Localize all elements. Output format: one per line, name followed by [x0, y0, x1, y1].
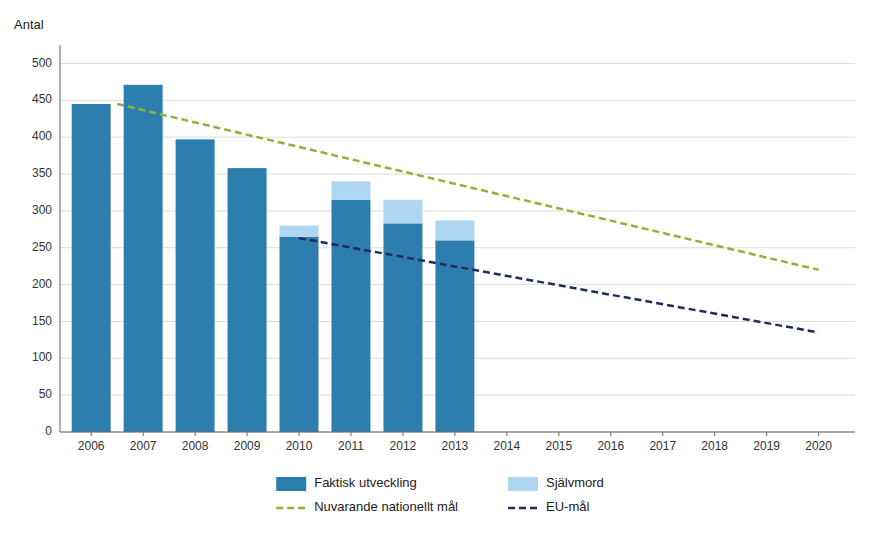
- legend-label: EU-mål: [546, 499, 589, 514]
- y-axis-label: Antal: [14, 17, 44, 32]
- y-tick-label: 400: [32, 129, 52, 143]
- bar: [72, 104, 111, 432]
- legend-item: EU-mål: [508, 499, 589, 514]
- x-tick: [91, 432, 92, 436]
- y-tick-label: 0: [45, 424, 52, 438]
- x-tick: [610, 432, 611, 436]
- bar: [280, 226, 319, 237]
- y-tick-label: 200: [32, 277, 52, 291]
- x-tick-label: 2017: [649, 439, 676, 453]
- y-tick-label: 50: [39, 387, 53, 401]
- legend-item: Faktisk utveckling: [276, 475, 417, 491]
- y-tick-label: 350: [32, 166, 52, 180]
- y-tick-label: 150: [32, 314, 52, 328]
- x-tick: [350, 432, 351, 436]
- legend-label: Faktisk utveckling: [314, 475, 417, 490]
- line: [117, 104, 818, 270]
- x-tick-label: 2019: [753, 439, 780, 453]
- bar: [124, 84, 163, 85]
- x-tick-label: 2006: [78, 439, 105, 453]
- plot-area: [72, 85, 819, 432]
- y-tick-label: 100: [32, 350, 52, 364]
- x-tick: [558, 432, 559, 436]
- bar: [435, 220, 474, 240]
- x-tick: [818, 432, 819, 436]
- x-tick: [454, 432, 455, 436]
- legend-swatch: [508, 477, 538, 491]
- x-tick-label: 2010: [286, 439, 313, 453]
- legend-item: Självmord: [508, 475, 604, 491]
- legend-swatch: [276, 507, 306, 510]
- x-tick-label: 2011: [338, 439, 364, 453]
- axes: 0 50 100 150 200 250 300 350 400 450 500 2006 2007 20…: [32, 56, 855, 453]
- bar: [176, 139, 215, 432]
- x-tick: [195, 432, 196, 436]
- bar: [124, 85, 163, 432]
- bar: [331, 181, 370, 199]
- bar: [228, 168, 267, 432]
- x-tick: [143, 432, 144, 436]
- bar: [176, 139, 215, 140]
- bar: [383, 200, 422, 224]
- grid-line: [60, 432, 855, 433]
- x-tick: [714, 432, 715, 436]
- chart: 0 50 100 150 200 250 300 350 400 450 500 2006 2007 20…: [0, 0, 880, 547]
- x-tick-label: 2014: [494, 439, 521, 453]
- legend: Faktisk utveckling Självmord Nuvarande nat…: [276, 475, 604, 514]
- grid-line: [60, 100, 855, 101]
- x-tick-label: 2007: [130, 439, 157, 453]
- x-tick-label: 2012: [390, 439, 417, 453]
- bar: [280, 237, 319, 432]
- y-tick-label: 450: [32, 92, 52, 106]
- x-tick: [506, 432, 507, 436]
- legend-label: Nuvarande nationellt mål: [314, 499, 458, 514]
- x-tick: [247, 432, 248, 436]
- x-axis-line: [60, 432, 855, 433]
- x-tick: [299, 432, 300, 436]
- bar: [435, 240, 474, 432]
- bar: [228, 168, 267, 169]
- y-tick-label: 300: [32, 203, 52, 217]
- x-tick-label: 2020: [805, 439, 832, 453]
- grid-line: [60, 63, 855, 64]
- x-tick-label: 2013: [442, 439, 469, 453]
- legend-swatch: [276, 477, 306, 491]
- x-tick: [402, 432, 403, 436]
- y-tick-label: 500: [32, 56, 52, 70]
- x-tick-label: 2018: [701, 439, 728, 453]
- x-tick: [766, 432, 767, 436]
- x-tick: [662, 432, 663, 436]
- bar: [331, 200, 370, 432]
- bar-series: [280, 181, 475, 240]
- grid-line: [60, 137, 855, 138]
- legend-item: Nuvarande nationellt mål: [276, 499, 458, 514]
- legend-swatch: [508, 507, 538, 510]
- line: [299, 238, 819, 332]
- y-axis-line: [60, 45, 61, 432]
- x-tick-label: 2008: [182, 439, 209, 453]
- y-tick-label: 250: [32, 240, 52, 254]
- x-tick-label: 2015: [545, 439, 572, 453]
- x-tick-label: 2016: [597, 439, 624, 453]
- legend-label: Självmord: [546, 475, 604, 490]
- bar: [72, 103, 111, 104]
- x-tick-label: 2009: [234, 439, 261, 453]
